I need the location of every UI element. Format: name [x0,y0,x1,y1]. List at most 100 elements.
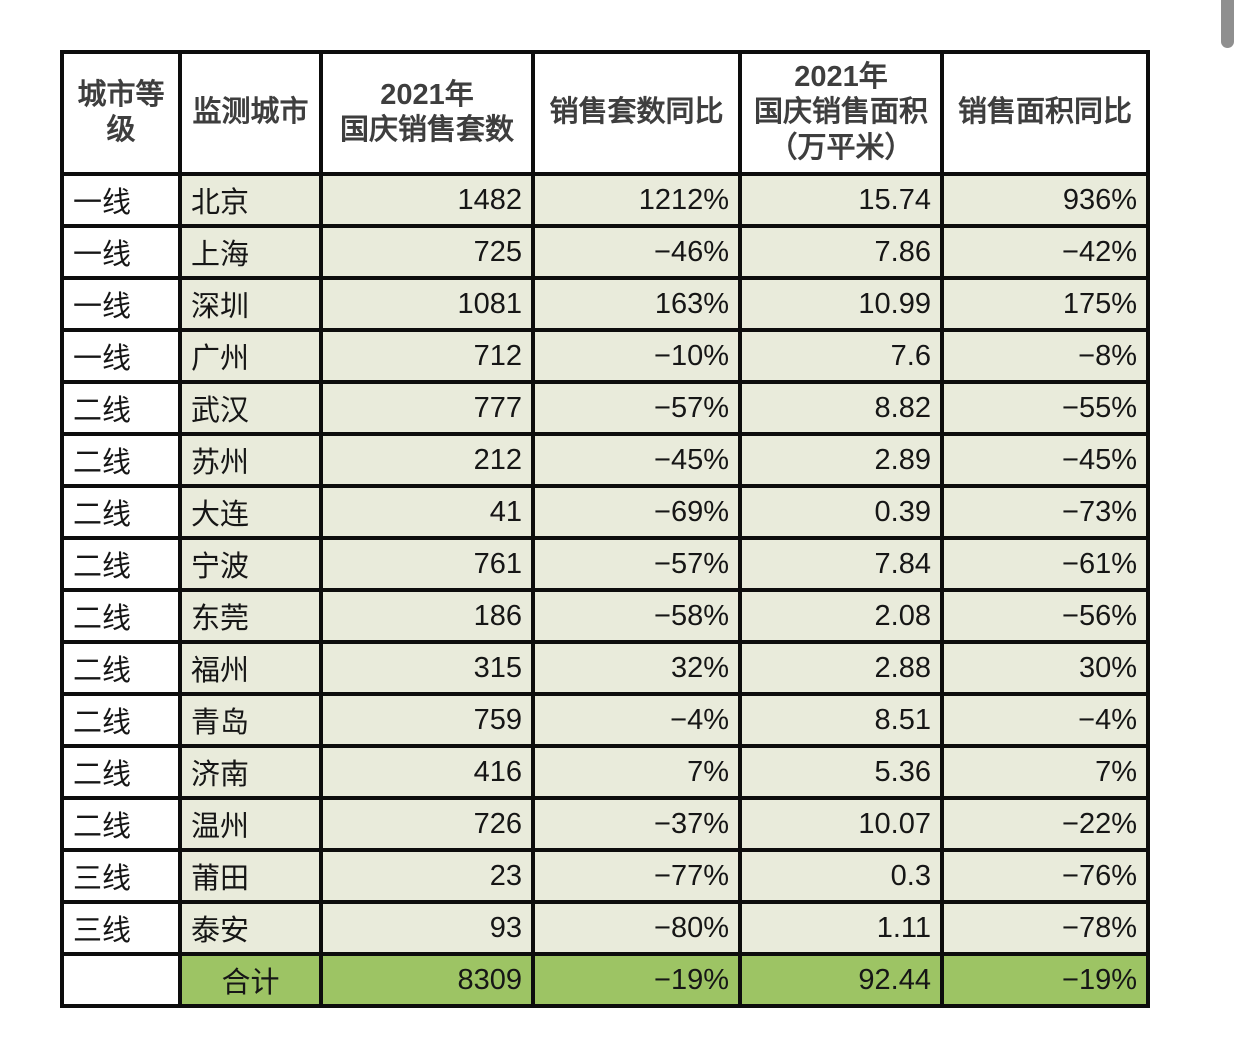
cell-city-name: 苏州 [178,432,323,488]
header-area-yoy: 销售面积同比 [940,50,1150,176]
cell-area-yoy: −76% [940,848,1150,904]
cell-city-name: 东莞 [178,588,323,644]
table-row: 二线 青岛 759 −4% 8.51 −4% [60,692,1150,748]
cell-area-yoy: −78% [940,900,1150,956]
cell-units-yoy: −77% [531,848,742,904]
cell-total-units: 8309 [319,952,535,1008]
header-units-yoy: 销售套数同比 [531,50,742,176]
cell-city-tier: 一线 [60,328,182,384]
cell-area-sold: 8.51 [738,692,944,748]
cell-area-sold: 2.88 [738,640,944,696]
cell-city-tier: 三线 [60,848,182,904]
cell-units-yoy: −80% [531,900,742,956]
header-area-sold: 2021年 国庆销售面积 （万平米） [738,50,944,176]
cell-area-sold: 10.07 [738,796,944,852]
cell-city-name: 福州 [178,640,323,696]
cell-area-yoy: 936% [940,172,1150,228]
cell-units-sold: 725 [319,224,535,280]
table-row: 三线 泰安 93 −80% 1.11 −78% [60,900,1150,956]
cell-units-sold: 93 [319,900,535,956]
cell-area-yoy: 30% [940,640,1150,696]
cell-area-yoy: −8% [940,328,1150,384]
cell-area-sold: 0.3 [738,848,944,904]
cell-city-tier: 二线 [60,692,182,748]
cell-units-yoy: −37% [531,796,742,852]
cell-city-tier: 二线 [60,484,182,540]
cell-city-tier: 一线 [60,224,182,280]
cell-units-sold: 712 [319,328,535,384]
cell-total-area: 92.44 [738,952,944,1008]
cell-city-tier: 二线 [60,744,182,800]
cell-city-name: 莆田 [178,848,323,904]
cell-units-yoy: −4% [531,692,742,748]
cell-units-sold: 41 [319,484,535,540]
cell-city-tier: 二线 [60,640,182,696]
table-row: 二线 宁波 761 −57% 7.84 −61% [60,536,1150,592]
table-row: 二线 济南 416 7% 5.36 7% [60,744,1150,800]
cell-city-name: 泰安 [178,900,323,956]
cell-area-sold: 7.84 [738,536,944,592]
header-city-tier: 城市等级 [60,50,182,176]
cell-city-name: 温州 [178,796,323,852]
cell-total-area-yoy: −19% [940,952,1150,1008]
table-row: 一线 深圳 1081 163% 10.99 175% [60,276,1150,332]
cell-area-sold: 5.36 [738,744,944,800]
cell-city-name: 北京 [178,172,323,228]
cell-city-tier: 一线 [60,172,182,228]
header-units-sold: 2021年 国庆销售套数 [319,50,535,176]
table-footer: 合计 8309 −19% 92.44 −19% [60,952,1150,1008]
cell-units-sold: 23 [319,848,535,904]
cell-area-yoy: −55% [940,380,1150,436]
cell-city-name: 宁波 [178,536,323,592]
cell-city-tier: 二线 [60,796,182,852]
cell-units-yoy: −10% [531,328,742,384]
cell-city-name: 深圳 [178,276,323,332]
cell-units-sold: 416 [319,744,535,800]
cell-units-sold: 777 [319,380,535,436]
cell-city-tier: 二线 [60,380,182,436]
cell-units-sold: 726 [319,796,535,852]
table-row: 二线 福州 315 32% 2.88 30% [60,640,1150,696]
cell-city-name: 广州 [178,328,323,384]
table-row: 一线 北京 1482 1212% 15.74 936% [60,172,1150,228]
table-row: 一线 广州 712 −10% 7.6 −8% [60,328,1150,384]
table-row: 二线 武汉 777 −57% 8.82 −55% [60,380,1150,436]
cell-area-sold: 7.6 [738,328,944,384]
cell-area-sold: 10.99 [738,276,944,332]
table-row: 一线 上海 725 −46% 7.86 −42% [60,224,1150,280]
cell-units-yoy: −45% [531,432,742,488]
cell-units-yoy: −69% [531,484,742,540]
cell-area-sold: 7.86 [738,224,944,280]
cell-units-yoy: −46% [531,224,742,280]
cell-area-yoy: −4% [940,692,1150,748]
cell-total-units-yoy: −19% [531,952,742,1008]
table-header: 城市等级 监测城市 2021年 国庆销售套数 销售套数同比 2021年 国庆销售… [60,50,1150,176]
cell-area-sold: 2.08 [738,588,944,644]
cell-units-yoy: 1212% [531,172,742,228]
cell-units-yoy: 7% [531,744,742,800]
table-row: 二线 东莞 186 −58% 2.08 −56% [60,588,1150,644]
cell-city-name: 济南 [178,744,323,800]
cell-city-tier: 二线 [60,588,182,644]
cell-city-name: 上海 [178,224,323,280]
cell-units-sold: 315 [319,640,535,696]
cell-area-sold: 1.11 [738,900,944,956]
cell-area-yoy: −42% [940,224,1150,280]
cell-city-name: 青岛 [178,692,323,748]
cell-units-sold: 1482 [319,172,535,228]
cell-city-tier: 二线 [60,432,182,488]
cell-units-yoy: −57% [531,380,742,436]
cell-area-sold: 15.74 [738,172,944,228]
cell-units-sold: 759 [319,692,535,748]
table-row: 三线 莆田 23 −77% 0.3 −76% [60,848,1150,904]
cell-area-yoy: −73% [940,484,1150,540]
cell-total-label: 合计 [178,952,323,1008]
cell-city-name: 武汉 [178,380,323,436]
cell-area-sold: 8.82 [738,380,944,436]
cell-area-yoy: −22% [940,796,1150,852]
cell-city-tier: 一线 [60,276,182,332]
cell-area-sold: 2.89 [738,432,944,488]
cell-units-yoy: −57% [531,536,742,592]
vertical-scrollbar-thumb[interactable] [1221,0,1234,48]
